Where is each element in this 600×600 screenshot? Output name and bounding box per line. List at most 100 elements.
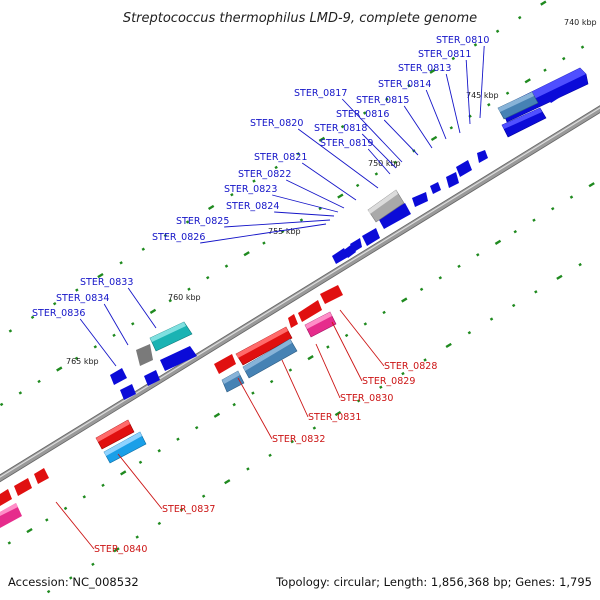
tick-label-760: 760 kbp [168, 293, 201, 302]
tick-dot [75, 288, 79, 292]
tick-label-755: 755 kbp [268, 227, 301, 236]
gene-forward-6[interactable] [446, 172, 459, 188]
gene-forward-2[interactable] [501, 107, 547, 138]
gene-forward-4[interactable] [477, 150, 488, 163]
gene-reverse-3[interactable] [288, 314, 298, 328]
leader-line [200, 223, 327, 244]
gene-label-reverse[interactable]: STER_0828 [384, 361, 437, 372]
gene-forward-15[interactable] [136, 344, 153, 366]
gene-reverse-9[interactable] [34, 468, 49, 484]
tick-label-750: 750 kbp [368, 159, 401, 168]
gene-forward-16[interactable] [110, 368, 127, 385]
tick-dot [37, 379, 41, 384]
leader-line [383, 119, 419, 156]
tick-dot [562, 56, 566, 61]
gene-reverse-6[interactable] [95, 419, 135, 450]
gene-forward-11[interactable] [332, 248, 348, 264]
tick-dot [382, 310, 386, 315]
gene-reverse-8[interactable] [14, 478, 32, 496]
gene-forward-18[interactable] [120, 384, 136, 400]
leader-line [127, 287, 157, 329]
gene-label-forward[interactable]: STER_0818 [314, 123, 367, 134]
gene-forward-14[interactable] [160, 346, 197, 371]
gene-reverse-sky[interactable] [103, 431, 147, 464]
tick-dot [356, 399, 361, 403]
tick-dot [157, 449, 161, 453]
tick-dot [185, 220, 190, 224]
gene-reverse-pink-2[interactable] [0, 503, 22, 528]
tick-dot [569, 195, 574, 199]
gene-label-forward[interactable]: STER_0826 [152, 232, 205, 243]
gene-label-forward[interactable]: STER_0817 [294, 88, 347, 99]
gene-label-forward[interactable]: STER_0819 [320, 138, 373, 149]
leader-line [367, 148, 391, 175]
gene-pseudo-gray[interactable] [367, 189, 405, 223]
gene-label-forward[interactable]: STER_0814 [378, 79, 431, 90]
leader-line [403, 105, 433, 149]
gene-label-forward[interactable]: STER_0821 [254, 152, 307, 163]
gene-label-forward[interactable]: STER_0822 [238, 169, 291, 180]
gene-label-forward[interactable]: STER_0823 [224, 184, 277, 195]
gene-forward-8[interactable] [412, 192, 428, 207]
gene-forward-cyan[interactable] [149, 321, 193, 352]
gene-reverse-4[interactable] [298, 300, 322, 322]
tick-dot [93, 345, 98, 349]
tick-dot [120, 470, 127, 476]
gene-label-reverse[interactable]: STER_0840 [94, 544, 147, 555]
tick-dot [489, 317, 494, 321]
gene-forward-10[interactable] [362, 228, 380, 246]
tick-dot [179, 508, 184, 512]
gene-forward-7[interactable] [430, 182, 441, 194]
tick-dot [340, 124, 345, 129]
gene-reverse-1[interactable] [235, 326, 293, 366]
gene-label-forward[interactable]: STER_0825 [176, 216, 229, 227]
gene-label-reverse[interactable]: STER_0830 [340, 393, 393, 404]
gene-forward-steel-1[interactable] [497, 91, 539, 120]
gene-reverse-pink-1[interactable] [304, 311, 337, 338]
tick-dot [224, 479, 231, 485]
gene-label-reverse[interactable]: STER_0829 [362, 376, 415, 387]
tick-dot [513, 230, 517, 234]
gene-forward-9[interactable] [378, 203, 411, 229]
gene-reverse-7[interactable] [0, 489, 12, 506]
gene-label-forward[interactable]: STER_0811 [418, 49, 471, 60]
tick-dot [429, 68, 436, 74]
tick-dot [69, 576, 73, 580]
gene-reverse-steel-2[interactable] [242, 338, 298, 379]
tick-dot [401, 297, 408, 303]
tick-dot [141, 247, 146, 251]
tick-dot [312, 426, 317, 430]
gene-forward-3[interactable] [546, 88, 568, 103]
gene-reverse-2[interactable] [214, 354, 236, 374]
tick-dot [163, 233, 168, 238]
tick-dot [63, 506, 68, 511]
gene-label-forward[interactable]: STER_0836 [32, 308, 85, 319]
gene-forward-17[interactable] [144, 370, 160, 386]
gene-label-forward[interactable]: STER_0813 [398, 63, 451, 74]
gene-reverse-5[interactable] [320, 285, 343, 304]
tick-dot [131, 322, 135, 326]
tick-dot [334, 410, 342, 417]
gene-label-reverse[interactable]: STER_0832 [272, 434, 325, 445]
gene-forward-5[interactable] [456, 160, 472, 177]
gene-label-forward[interactable]: STER_0834 [56, 293, 109, 304]
tick-dot [467, 331, 472, 335]
gene-label-forward[interactable]: STER_0815 [356, 95, 409, 106]
gene-reverse-steel-1[interactable] [221, 370, 245, 393]
tick-dot [194, 425, 199, 430]
tick-dot [82, 495, 87, 499]
gene-label-forward[interactable]: STER_0820 [250, 118, 303, 129]
inner-tick-dots [7, 182, 595, 594]
gene-label-forward[interactable]: STER_0824 [226, 201, 279, 212]
gene-label-forward[interactable]: STER_0810 [436, 35, 489, 46]
tick-dot [91, 562, 95, 567]
tick-dot [262, 241, 266, 245]
gene-label-reverse[interactable]: STER_0831 [308, 412, 361, 423]
gene-label-reverse[interactable]: STER_0837 [162, 504, 215, 515]
tick-dot [532, 218, 536, 222]
gene-forward-13[interactable] [350, 238, 362, 252]
tick-dot [243, 251, 250, 257]
gene-label-forward[interactable]: STER_0833 [80, 277, 133, 288]
gene-label-forward[interactable]: STER_0816 [336, 109, 389, 120]
tick-dot [578, 262, 582, 267]
